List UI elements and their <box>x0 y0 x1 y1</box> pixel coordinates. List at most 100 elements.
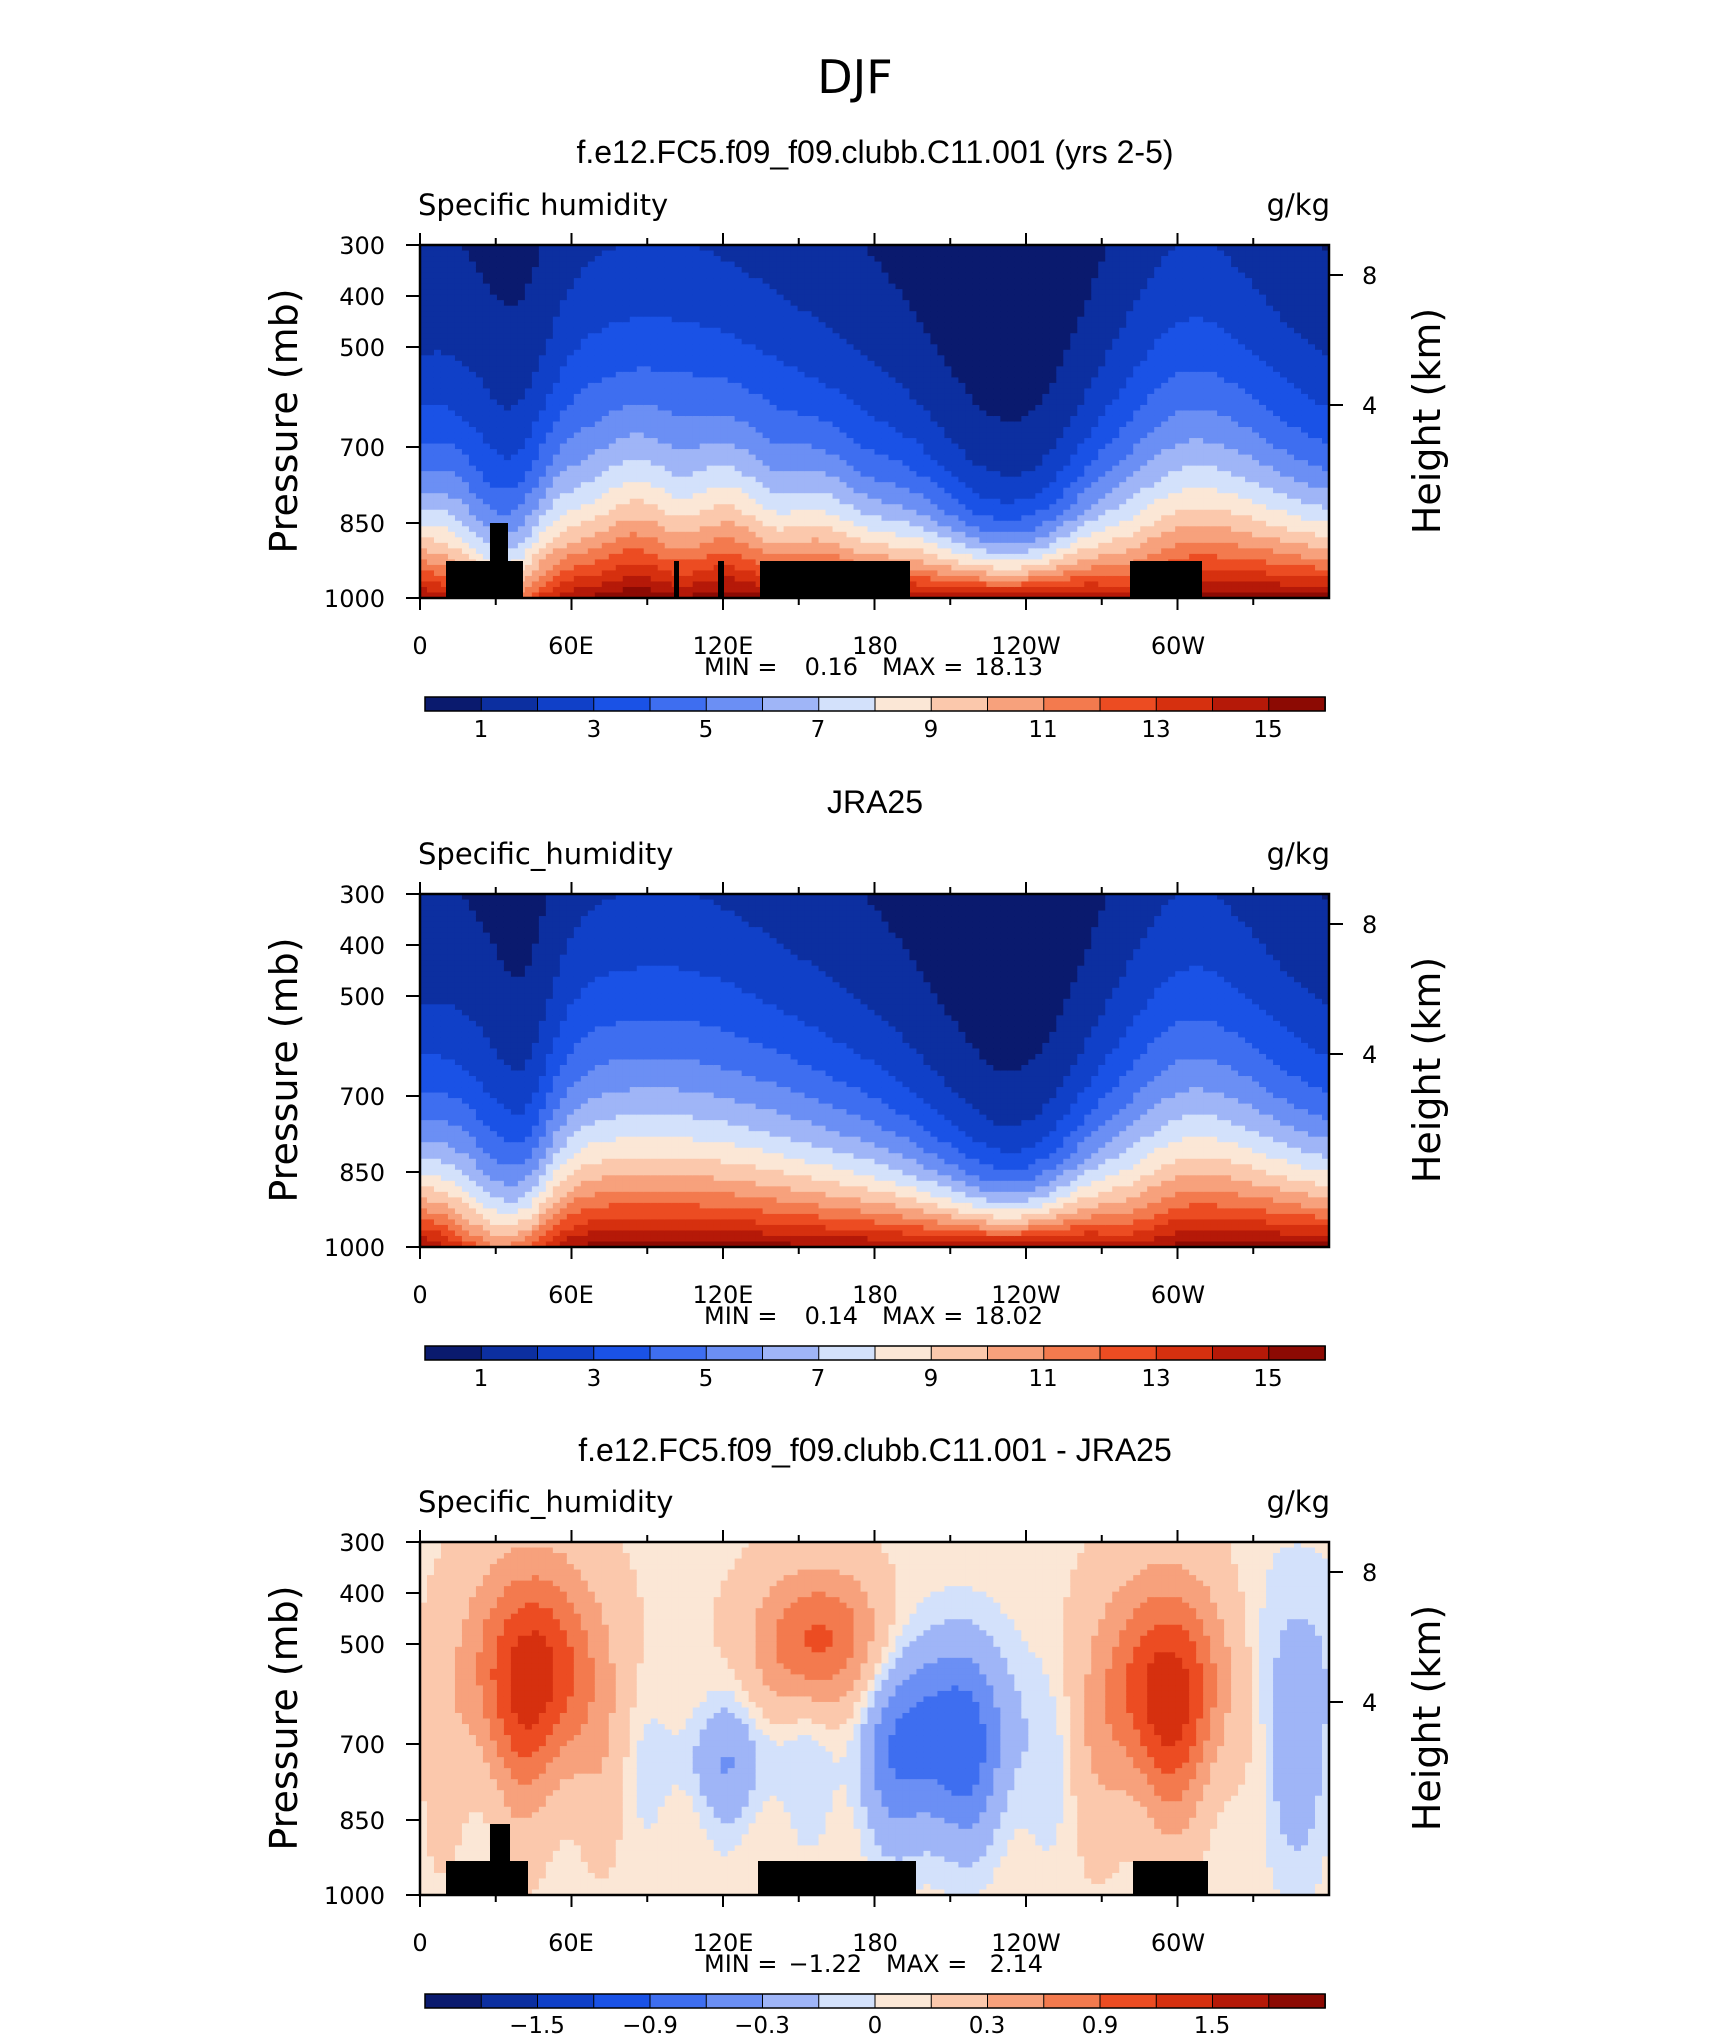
field-cell <box>902 520 911 527</box>
field-cell <box>832 531 841 538</box>
field-cell <box>930 504 939 511</box>
field-cell <box>706 559 715 566</box>
field-cell <box>888 300 897 307</box>
field-cell <box>762 399 771 406</box>
field-cell <box>538 509 547 516</box>
field-cell <box>699 575 708 583</box>
field-cell <box>594 410 603 417</box>
field-cell <box>510 305 519 312</box>
field-cell <box>643 471 652 478</box>
field-cell <box>482 427 491 434</box>
field-cell <box>762 526 771 533</box>
field-cell <box>496 465 505 472</box>
field-cell <box>580 542 589 549</box>
field-cell <box>881 410 890 417</box>
field-cell <box>587 526 596 533</box>
field-cell <box>888 498 897 505</box>
field-cell <box>447 366 456 373</box>
field-cell <box>727 460 736 467</box>
field-cell <box>839 278 848 285</box>
field-cell <box>594 371 603 378</box>
field-cell <box>846 272 855 279</box>
field-cell <box>853 377 862 384</box>
field-cell <box>706 256 715 263</box>
field-cell <box>468 289 477 296</box>
field-cell <box>811 377 820 384</box>
field-cell <box>482 316 491 323</box>
field-cell <box>853 548 862 555</box>
field-cell <box>923 349 932 356</box>
field-cell <box>951 300 960 307</box>
field-cell <box>524 311 533 318</box>
field-cell <box>839 393 848 401</box>
field-cell <box>454 537 463 544</box>
field-cell <box>601 581 610 588</box>
field-cell <box>825 471 834 478</box>
field-cell <box>881 509 890 516</box>
field-cell <box>727 471 736 478</box>
field-cell <box>420 371 428 378</box>
field-cell <box>615 393 624 401</box>
field-cell <box>895 460 904 467</box>
field-cell <box>811 316 820 323</box>
field-cell <box>433 333 442 340</box>
field-cell <box>769 393 778 401</box>
field-cell <box>853 509 862 516</box>
field-cell <box>552 471 561 478</box>
field-cell <box>713 542 722 549</box>
field-cell <box>594 592 603 598</box>
field-cell <box>818 316 827 323</box>
field-cell <box>804 427 813 434</box>
field-cell <box>454 487 463 494</box>
field-cell <box>657 355 666 362</box>
field-cell <box>622 449 631 456</box>
field-cell <box>420 327 428 334</box>
field-cell <box>601 415 610 423</box>
field-cell <box>734 245 743 252</box>
field-cell <box>594 443 603 450</box>
field-cell <box>657 537 666 544</box>
field-cell <box>426 564 435 572</box>
field-cell <box>881 245 890 252</box>
field-cell <box>454 289 463 296</box>
field-cell <box>958 520 966 527</box>
field-cell <box>468 471 477 478</box>
field-cell <box>524 443 533 450</box>
field-cell <box>937 476 946 483</box>
field-cell <box>594 289 603 296</box>
field-cell <box>685 410 694 417</box>
field-cell <box>839 531 848 538</box>
field-cell <box>902 311 911 318</box>
field-cell <box>888 267 897 274</box>
field-cell <box>769 415 778 423</box>
field-cell <box>762 338 771 345</box>
field-cell <box>713 410 722 417</box>
field-cell <box>664 327 673 334</box>
field-cell <box>678 487 687 494</box>
field-cell <box>538 581 547 588</box>
field-cell <box>552 553 561 560</box>
field-cell <box>923 338 932 345</box>
field-cell <box>475 520 484 527</box>
field-cell <box>594 404 603 412</box>
field-cell <box>426 427 435 434</box>
field-cell <box>587 570 596 577</box>
field-cell <box>454 504 463 511</box>
field-cell <box>783 349 792 356</box>
field-cell <box>923 377 932 384</box>
field-cell <box>426 575 435 583</box>
field-cell <box>461 415 470 423</box>
field-cell <box>937 542 946 549</box>
field-cell <box>664 399 673 406</box>
field-cell <box>867 427 876 434</box>
field-cell <box>692 581 701 588</box>
field-cell <box>461 553 470 560</box>
field-cell <box>531 261 540 268</box>
field-cell <box>923 294 932 301</box>
field-cell <box>636 570 645 577</box>
field-cell <box>944 283 953 290</box>
field-cell <box>853 355 862 362</box>
field-cell <box>755 349 764 356</box>
field-cell <box>447 267 456 274</box>
